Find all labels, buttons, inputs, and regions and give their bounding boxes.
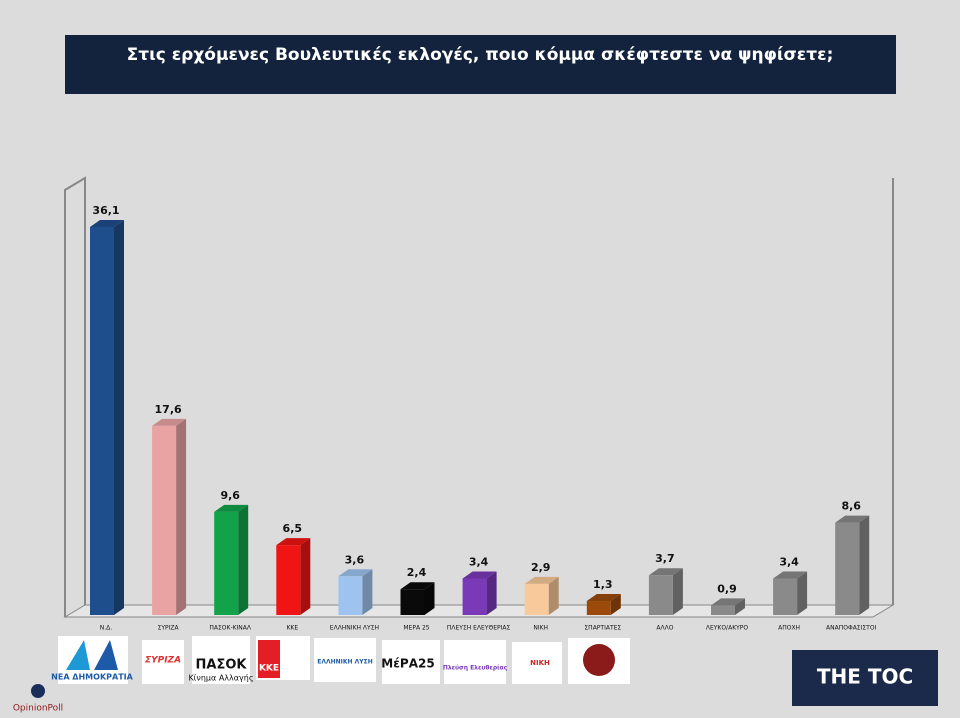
bar-side	[797, 571, 808, 615]
x-tick-label: ΚΚΕ	[286, 625, 298, 632]
x-tick-label: ΑΛΛΟ	[656, 625, 673, 632]
bar-side	[610, 594, 621, 615]
bar	[400, 589, 425, 615]
bar-top	[276, 538, 311, 546]
outlet-name: THE TOC	[817, 665, 913, 689]
x-tick-label: ΛΕΥΚΟ/ΑΚΥΡΟ	[706, 625, 749, 632]
x-tick-label: ΑΠΟΧΗ	[778, 625, 800, 632]
bar	[276, 545, 301, 615]
bar	[90, 227, 114, 615]
bar-top	[835, 515, 870, 523]
logo-text: Κίνημα Αλλαγής	[188, 674, 253, 683]
x-tick-label: ΣΠΑΡΤΙΑΤΕΣ	[584, 625, 621, 632]
x-tick-label: ΣΥΡΙΖΑ	[158, 625, 180, 632]
bar-top	[462, 571, 497, 579]
value-label: 0,9	[717, 582, 737, 595]
logo-text: ΕΛΛΗΝΙΚΗ ΛΥΣΗ	[317, 659, 373, 666]
logo-box	[512, 642, 562, 684]
x-tick-label: ΝΙΚΗ	[533, 625, 548, 632]
pollster-icon	[31, 684, 45, 698]
bar-top	[400, 582, 435, 590]
bar-side	[362, 569, 373, 615]
logo-box	[142, 640, 184, 684]
logos: ΝΕΑ ΔΗΜΟΚΡΑΤΙΑ ΣΥΡΙΖΑ ΠΑΣΟΚ Κίνημα Αλλαγ…	[51, 636, 630, 684]
bar	[214, 511, 239, 615]
value-label: 9,6	[220, 489, 240, 502]
logo-box	[382, 640, 440, 684]
bar-side	[114, 220, 124, 615]
outlet-box	[792, 650, 938, 706]
logo-text: ΚΚΕ	[259, 664, 279, 674]
logo-box	[444, 640, 506, 684]
value-label: 2,9	[531, 561, 551, 574]
logo-text: ΠΑΣΟΚ	[196, 658, 248, 673]
bar-top	[773, 571, 808, 579]
bar-top	[152, 418, 187, 426]
bar-side	[486, 571, 497, 615]
x-tick-label: ΠΑΣΟΚ-ΚΙΝΑΛ	[209, 625, 252, 632]
logo-text: ΣΥΡΙΖΑ	[145, 656, 181, 666]
logo-text: ΝΙΚΗ	[530, 659, 550, 667]
title-box	[65, 35, 896, 94]
bar-side	[176, 418, 187, 615]
bar-top	[524, 576, 559, 584]
left-wall	[64, 176, 86, 617]
bar	[586, 601, 611, 615]
bar-side	[548, 576, 559, 615]
bar	[524, 583, 549, 615]
x-tick-label: ΜΕΡΑ 25	[403, 625, 429, 632]
logo-shape	[583, 644, 615, 676]
bar	[835, 522, 860, 615]
bar-side	[424, 582, 435, 615]
bar	[462, 578, 487, 615]
x-tick-label: Ν.Δ.	[100, 625, 113, 632]
logo-text: ΜέΡΑ25	[381, 657, 434, 671]
bar-top	[214, 504, 249, 512]
logo-shape	[94, 640, 118, 670]
x-tick-label: ΕΛΛΗΝΙΚΗ ΛΥΣΗ	[330, 625, 379, 632]
bar-side	[238, 504, 249, 615]
value-label: 3,4	[469, 555, 489, 568]
pollster-name: OpinionPoll	[13, 704, 63, 714]
chart-title: Στις ερχόμενες Βουλευτικές εκλογές, ποιο…	[127, 45, 834, 65]
bar-side	[859, 515, 870, 615]
bar-top	[586, 594, 621, 602]
value-label: 1,3	[593, 578, 613, 591]
value-label: 8,6	[841, 500, 861, 513]
bar	[773, 578, 798, 615]
bar	[338, 576, 363, 615]
logo-text: Πλεύση Ελευθερίας	[443, 665, 508, 672]
bar-top	[338, 569, 373, 577]
logo-shape	[66, 640, 90, 670]
value-label: 3,4	[779, 555, 799, 568]
bar	[711, 605, 735, 615]
value-label: 36,1	[92, 204, 119, 217]
bar-side	[672, 568, 683, 615]
logo-box	[192, 636, 250, 684]
bar-top	[711, 598, 745, 606]
logo-box	[58, 636, 128, 684]
logo-box	[314, 638, 376, 682]
bar-side	[300, 538, 311, 615]
value-label: 2,4	[407, 566, 427, 579]
x-tick-label: ΠΛΕΥΣΗ ΕΛΕΥΘΕΡΙΑΣ	[447, 625, 511, 632]
value-label: 17,6	[155, 403, 182, 416]
logo-text: ΝΕΑ ΔΗΜΟΚΡΑΤΙΑ	[51, 673, 133, 682]
logo-shape	[258, 640, 280, 678]
bar-side	[735, 598, 745, 615]
bar-top	[648, 568, 683, 576]
x-tick-label: ΑΝΑΠΟΦΑΣΙΣΤΟΙ	[826, 625, 876, 632]
value-label: 6,5	[283, 522, 303, 535]
value-label: 3,7	[655, 552, 675, 565]
bar-top	[90, 220, 124, 227]
bar	[152, 425, 177, 615]
value-label: 3,6	[345, 553, 365, 566]
bar	[648, 575, 673, 615]
